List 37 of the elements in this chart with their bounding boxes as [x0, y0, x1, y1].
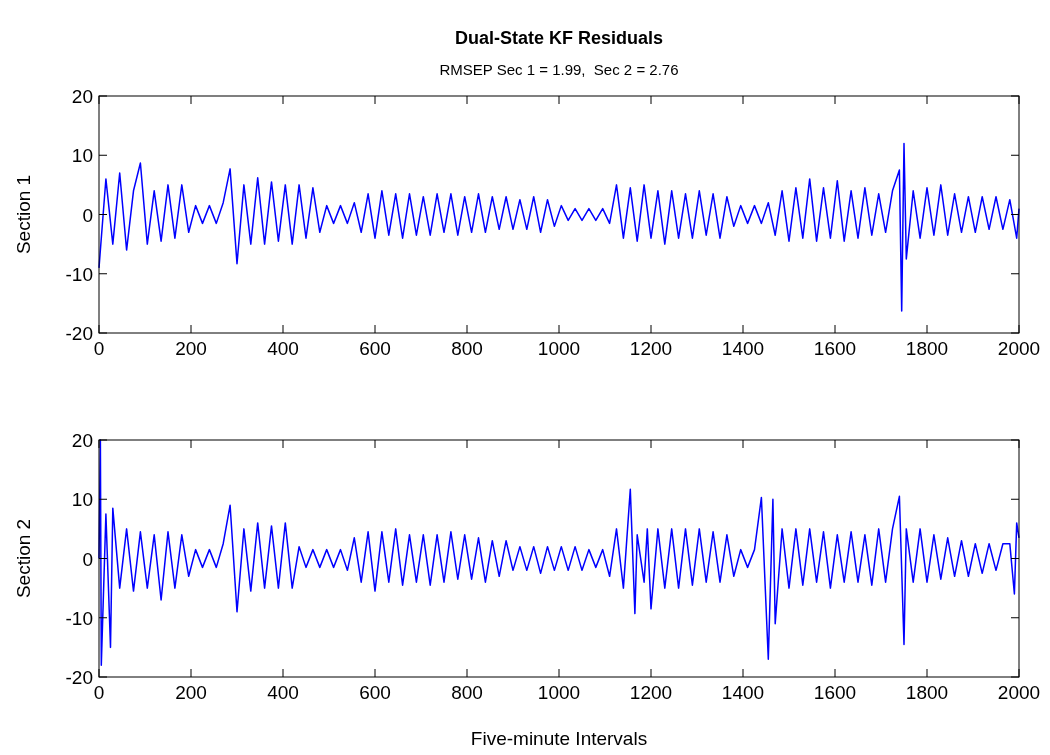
x-tick-label: 1000 [537, 338, 581, 359]
x-tick-label: 1800 [905, 682, 949, 703]
x-tick-label: 1200 [629, 338, 673, 359]
y-tick-label: 0 [82, 548, 93, 570]
x-tick-label: 200 [175, 682, 207, 703]
x-tick-label: 800 [451, 338, 483, 359]
y-tick-label: -20 [65, 323, 93, 344]
line-series [98, 142, 1020, 312]
x-tick-label: 400 [267, 338, 299, 359]
y-axis-title: Section 2 [13, 518, 34, 599]
y-tick-label: -10 [65, 263, 93, 285]
x-tick-label: 200 [175, 338, 207, 359]
x-tick-label: 1400 [721, 682, 765, 703]
x-axis-title: Five-minute Intervals [470, 728, 648, 749]
x-tick-label: 400 [267, 682, 299, 703]
y-axis-title: Section 1 [13, 174, 34, 255]
y-tick-label: 20 [71, 430, 93, 451]
y-tick-label: -20 [65, 667, 93, 688]
x-tick-label: 1800 [905, 338, 949, 359]
x-tick-label: 600 [359, 338, 391, 359]
chart-title: Dual-State KF Residuals [454, 28, 664, 48]
x-tick-label: 1200 [629, 682, 673, 703]
x-tick-label: 600 [359, 682, 391, 703]
chart-subtitle: RMSEP Sec 1 = 1.99, Sec 2 = 2.76 [439, 61, 679, 78]
y-tick-label: 10 [71, 489, 93, 511]
y-tick-label: 10 [71, 145, 93, 167]
x-tick-label: 2000 [997, 682, 1041, 703]
x-tick-label: 1600 [813, 682, 857, 703]
y-tick-label: -10 [65, 607, 93, 629]
y-tick-label: 20 [71, 86, 93, 107]
x-tick-label: 800 [451, 682, 483, 703]
x-tick-label: 2000 [997, 338, 1041, 359]
x-tick-label: 1000 [537, 682, 581, 703]
x-tick-label: 1600 [813, 338, 857, 359]
y-tick-label: 0 [82, 204, 93, 226]
line-series [98, 439, 1020, 666]
x-tick-label: 1400 [721, 338, 765, 359]
